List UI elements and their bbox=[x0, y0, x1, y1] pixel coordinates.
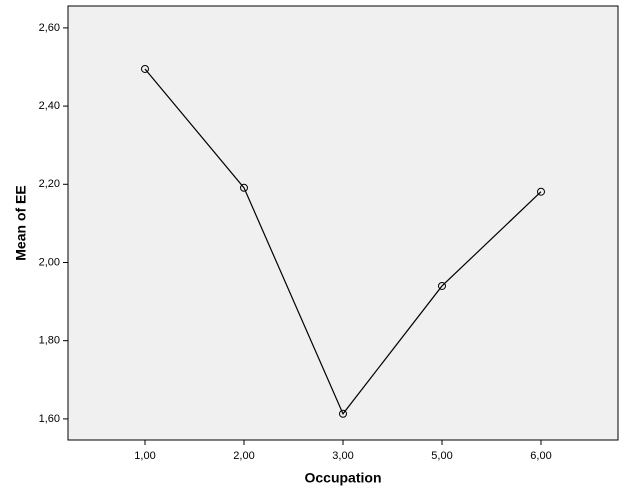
y-tick-label: 2,60 bbox=[39, 22, 60, 34]
point bbox=[537, 187, 545, 196]
y-tick-label: 1,60 bbox=[39, 413, 60, 425]
y-tick-label: 2,40 bbox=[39, 100, 60, 112]
point bbox=[141, 64, 149, 73]
y-axis-title: Mean of EE bbox=[13, 185, 29, 260]
point bbox=[240, 183, 248, 192]
x-tick-label: 1,00 bbox=[134, 450, 155, 462]
line bbox=[144, 68, 542, 415]
point bbox=[438, 281, 446, 290]
point bbox=[339, 409, 347, 418]
x-tick-label: 3,00 bbox=[332, 450, 353, 462]
x-tick-label: 2,00 bbox=[233, 450, 254, 462]
y-tick-label: 1,80 bbox=[39, 335, 60, 347]
plot-area bbox=[67, 5, 619, 441]
y-tick-label: 2,20 bbox=[39, 178, 60, 190]
x-axis-title: Occupation bbox=[304, 470, 381, 486]
x-tick-label: 6,00 bbox=[530, 450, 551, 462]
y-tick-label: 2,00 bbox=[39, 256, 60, 268]
x-tick-label: 5,00 bbox=[431, 450, 452, 462]
